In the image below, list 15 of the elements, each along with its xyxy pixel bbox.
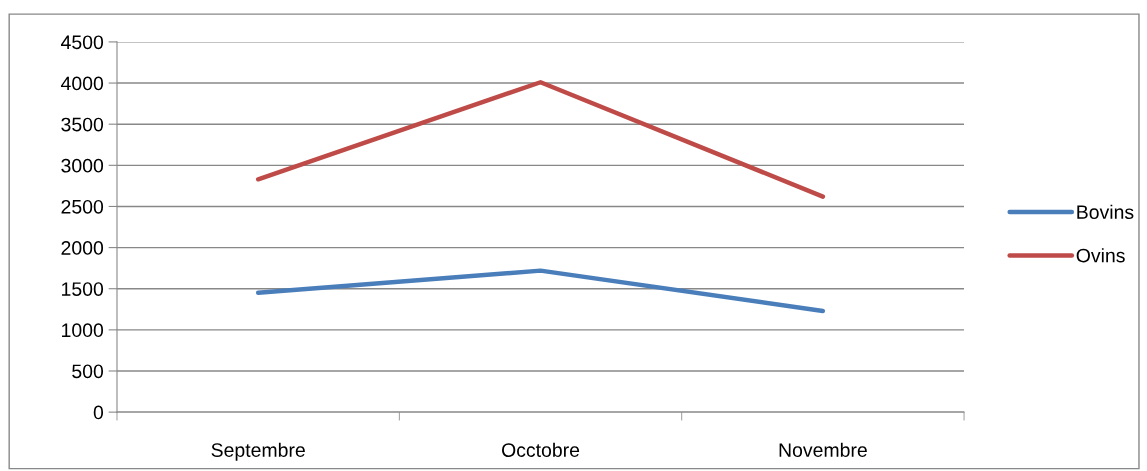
y-tick-label: 2500 [61, 199, 104, 214]
y-tick-label: 4500 [60, 35, 104, 50]
y-tick-label: 3500 [61, 117, 104, 132]
x-tick-label: Occtobre [502, 442, 580, 457]
y-tick-label: 3000 [61, 158, 104, 173]
y-tick-label: 500 [72, 364, 104, 379]
legend-label: Bovins [1077, 204, 1134, 220]
x-tick-label: Novembre [779, 442, 867, 457]
legend-label: Ovins [1076, 248, 1125, 263]
y-tick-label: 1000 [62, 323, 104, 338]
y-tick-label: 2000 [61, 241, 104, 255]
y-tick-label: 0 [93, 405, 104, 420]
x-tick-label: Septembre [211, 442, 305, 461]
y-tick-label: 1500 [62, 282, 104, 296]
y-tick-label: 4000 [60, 76, 104, 91]
